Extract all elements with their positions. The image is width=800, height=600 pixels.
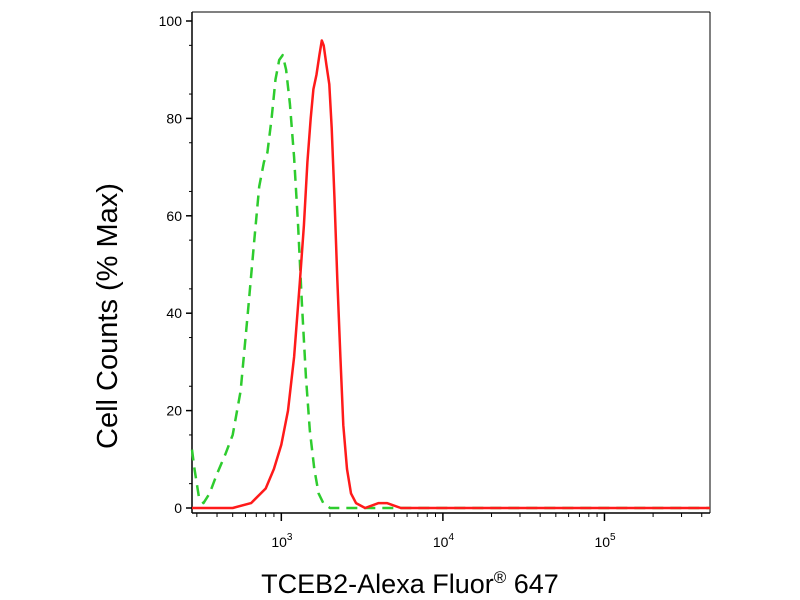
- x-tick-label-base: 10: [433, 534, 449, 550]
- x-tick-label-base: 10: [271, 534, 287, 550]
- x-axis-title-main: TCEB2-Alexa Fluor: [261, 569, 494, 599]
- y-axis: 0 20 40 60 80 100: [159, 13, 192, 516]
- plot-frame: [191, 11, 711, 514]
- x-axis-title: TCEB2-Alexa Fluor® 647: [261, 568, 559, 599]
- x-tick-label-base: 10: [594, 534, 610, 550]
- x-tick-label-exponent: 3: [287, 532, 293, 543]
- x-axis-title-tail: 647: [506, 569, 559, 599]
- y-tick-label: 0: [174, 500, 182, 516]
- y-tick-label: 40: [166, 305, 182, 321]
- series-layer: [190, 39, 710, 510]
- x-tick-label: 103: [271, 532, 293, 550]
- sample-solid-line: [192, 39, 710, 510]
- x-tick-label-exponent: 4: [448, 532, 454, 543]
- y-tick-label: 80: [166, 110, 182, 126]
- x-axis-title-registered-mark: ®: [494, 568, 507, 587]
- x-tick-label: 105: [594, 532, 616, 550]
- y-tick-label: 20: [166, 403, 182, 419]
- x-tick-label-exponent: 5: [610, 532, 616, 543]
- x-axis: 103 104 105: [196, 513, 703, 550]
- y-axis-title: Cell Counts (% Max): [92, 183, 124, 449]
- y-tick-label: 100: [159, 13, 183, 29]
- isotype-control-dashed-line: [190, 53, 710, 510]
- y-tick-label: 60: [166, 208, 182, 224]
- x-tick-label: 104: [433, 532, 455, 550]
